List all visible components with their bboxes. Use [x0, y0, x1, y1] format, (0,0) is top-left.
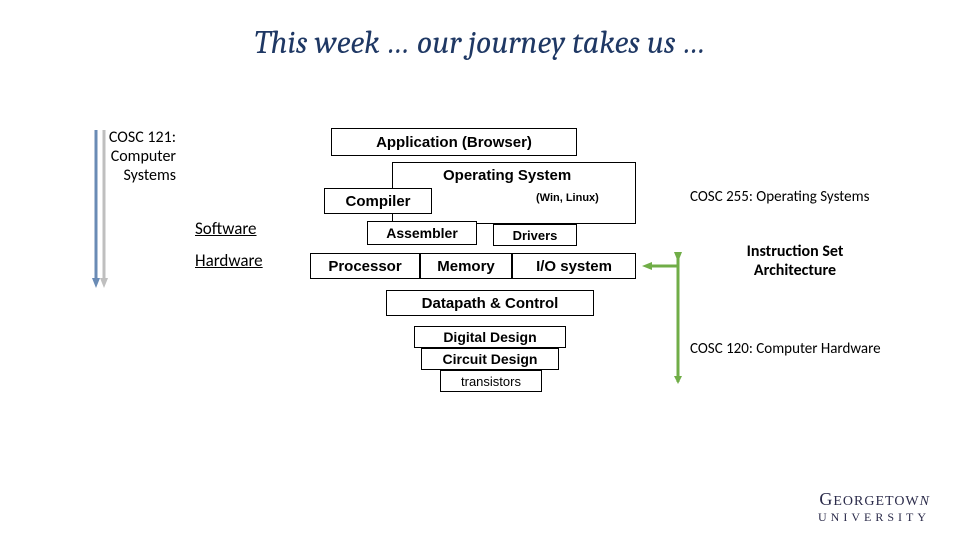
box-digital-design: Digital Design [414, 326, 566, 348]
box-transistors: transistors [440, 370, 542, 392]
box-memory: Memory [420, 253, 512, 279]
box-processor: Processor [310, 253, 420, 279]
label-software: Software [195, 218, 257, 239]
arrow-right-green [640, 248, 690, 388]
georgetown-logo: GEORGETOWN UNIVERSITY [818, 489, 930, 525]
box-os-winlinux: (Win, Linux) [536, 192, 599, 204]
arrow-left-blue [92, 130, 100, 290]
arrow-left-grey [100, 130, 108, 290]
label-hardware: Hardware [195, 250, 263, 271]
box-compiler: Compiler [324, 188, 432, 214]
label-isa: Instruction Set Architecture [720, 242, 870, 280]
box-os-text2: System [518, 167, 571, 184]
box-application: Application (Browser) [331, 128, 577, 156]
box-circuit-design: Circuit Design [421, 348, 559, 370]
box-assembler: Assembler [367, 221, 477, 245]
box-os-text1: Operating [443, 167, 514, 184]
slide: This week … our journey takes us … COSC … [0, 0, 960, 540]
georgetown-logo-line2: UNIVERSITY [818, 510, 930, 525]
box-datapath: Datapath & Control [386, 290, 594, 316]
box-drivers: Drivers [493, 224, 577, 246]
label-cosc255: COSC 255: Operating Systems [690, 188, 869, 206]
label-cosc120: COSC 120: Computer Hardware [690, 340, 881, 358]
slide-title: This week … our journey takes us … [0, 24, 960, 61]
box-io: I/O system [512, 253, 636, 279]
